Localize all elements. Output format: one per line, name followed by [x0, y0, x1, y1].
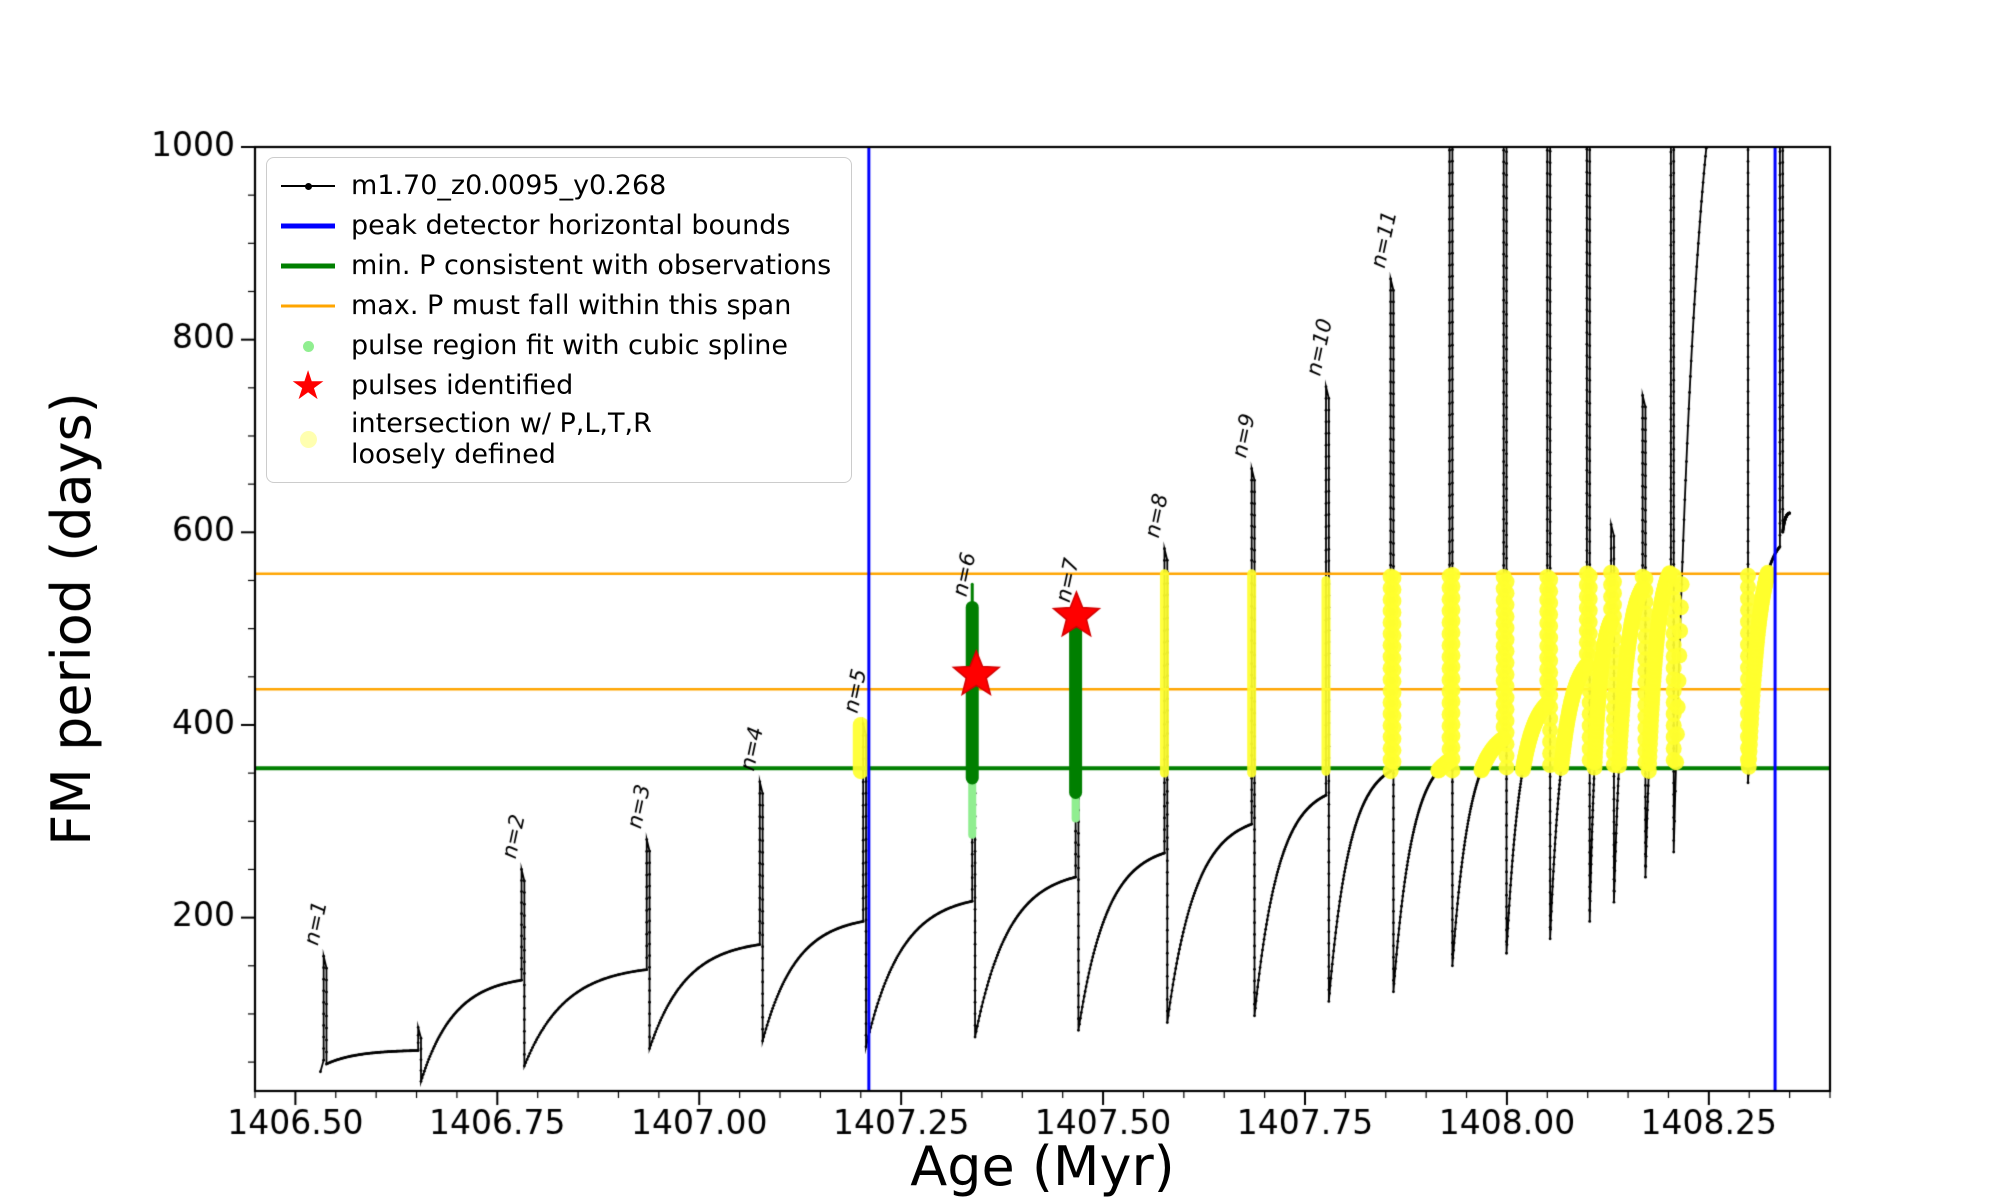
legend-item-label: pulses identified	[351, 370, 574, 402]
legend-item-6: intersection w/ P,L,T,R loosely defined	[279, 408, 831, 470]
legend-item-label: intersection w/ P,L,T,R loosely defined	[351, 408, 652, 471]
legend-item-label: max. P must fall within this span	[351, 290, 792, 322]
legend-item-5: ★ pulses identified	[279, 363, 831, 409]
legend-item-label: pulse region fit with cubic spline	[351, 330, 788, 362]
intersection-dot-icon	[279, 421, 337, 457]
legend-item-0: m1.70_z0.0095_y0.268	[279, 168, 831, 204]
legend-item-label: min. P consistent with observations	[351, 250, 832, 282]
max-p-line-icon	[279, 288, 337, 324]
legend-item-3: max. P must fall within this span	[279, 288, 831, 324]
legend-item-4: pulse region fit with cubic spline	[279, 328, 831, 364]
y-axis-label: FM period (days)	[40, 392, 103, 846]
legend-item-label: m1.70_z0.0095_y0.268	[351, 170, 667, 202]
legend-item-1: peak detector horizontal bounds	[279, 208, 831, 244]
pulse-star-icon: ★	[290, 363, 326, 409]
min-p-line-icon	[279, 248, 337, 284]
spline-dot-icon	[279, 328, 337, 364]
legend-item-label: peak detector horizontal bounds	[351, 210, 791, 242]
series-line-icon	[279, 168, 337, 204]
bounds-line-icon	[279, 208, 337, 244]
x-axis-label: Age (Myr)	[910, 1135, 1175, 1198]
legend-item-2: min. P consistent with observations	[279, 248, 831, 284]
